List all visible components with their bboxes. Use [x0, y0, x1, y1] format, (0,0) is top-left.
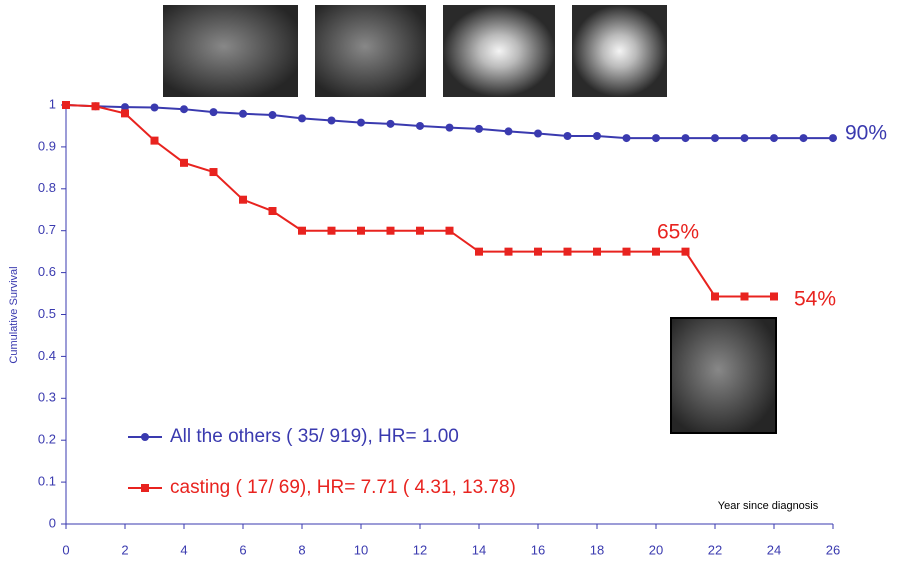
- x-tick-label: 12: [413, 542, 427, 557]
- marker: [622, 134, 631, 143]
- marker: [150, 103, 159, 112]
- marker: [327, 226, 336, 235]
- x-tick-label: 6: [239, 542, 246, 557]
- marker: [91, 102, 100, 111]
- y-tick-label: 0.4: [38, 348, 56, 363]
- marker: [416, 121, 424, 130]
- marker: [121, 109, 129, 118]
- x-tick-label: 2: [121, 542, 128, 557]
- y-tick-label: 0.8: [38, 180, 56, 195]
- marker: [357, 226, 365, 235]
- marker: [298, 114, 306, 123]
- marker: [268, 111, 277, 120]
- marker: [711, 292, 719, 301]
- marker: [180, 105, 188, 114]
- marker: [386, 119, 395, 128]
- y-tick-label: 0.6: [38, 264, 56, 279]
- marker: [711, 134, 719, 143]
- marker: [829, 134, 837, 143]
- marker: [209, 108, 218, 117]
- x-axis-label: Year since diagnosis: [718, 500, 819, 512]
- marker: [799, 134, 808, 143]
- marker: [180, 158, 188, 167]
- x-tick-label: 20: [649, 542, 663, 557]
- x-tick-label: 16: [531, 542, 545, 557]
- legend-marker: [141, 433, 149, 441]
- x-tick-label: 24: [767, 542, 781, 557]
- marker: [298, 226, 306, 235]
- x-tick-label: 14: [472, 542, 486, 557]
- marker: [475, 124, 483, 133]
- marker: [268, 207, 277, 216]
- marker: [357, 118, 365, 127]
- x-tick-label: 18: [590, 542, 604, 557]
- y-tick-label: 0.2: [38, 432, 56, 447]
- marker: [416, 226, 424, 235]
- marker: [386, 226, 395, 235]
- y-axis-label: Cumulative Survival: [8, 266, 20, 363]
- legend-label: casting ( 17/ 69), HR= 7.71 ( 4.31, 13.7…: [170, 477, 516, 498]
- y-tick-label: 0: [49, 515, 56, 530]
- series-line: [65, 104, 774, 298]
- marker: [593, 132, 601, 141]
- y-tick-label: 0.3: [38, 390, 56, 405]
- annotation: 54%: [794, 288, 836, 311]
- x-tick-label: 4: [180, 542, 187, 557]
- x-tick-label: 10: [354, 542, 368, 557]
- marker: [239, 195, 247, 204]
- marker: [563, 132, 572, 141]
- marker: [475, 247, 483, 256]
- marker: [504, 127, 513, 136]
- marker: [62, 101, 70, 109]
- y-tick-label: 0.5: [38, 306, 56, 321]
- marker: [770, 134, 778, 143]
- marker: [209, 168, 218, 177]
- image-thumb: [443, 5, 555, 97]
- annotation: 90%: [845, 122, 887, 145]
- marker: [563, 247, 572, 256]
- marker: [239, 109, 247, 118]
- marker: [740, 292, 749, 301]
- marker: [770, 292, 778, 301]
- y-tick-label: 0.7: [38, 222, 56, 237]
- marker: [534, 247, 542, 256]
- x-tick-label: 26: [826, 542, 840, 557]
- legend-label: All the others ( 35/ 919), HR= 1.00: [170, 426, 459, 447]
- annotation: 65%: [657, 221, 699, 244]
- legend-marker: [141, 484, 149, 492]
- x-tick-label: 0: [62, 542, 69, 557]
- marker: [534, 129, 542, 138]
- marker: [327, 116, 336, 125]
- image-inset: [670, 317, 777, 434]
- image-thumb: [163, 5, 298, 97]
- y-tick-label: 1: [49, 96, 56, 111]
- image-thumb: [315, 5, 426, 97]
- marker: [445, 226, 454, 235]
- y-tick-label: 0.1: [38, 474, 56, 489]
- x-tick-label: 8: [298, 542, 305, 557]
- marker: [150, 136, 159, 145]
- marker: [681, 134, 690, 143]
- image-thumb: [572, 5, 667, 97]
- y-tick-label: 0.9: [38, 138, 56, 153]
- marker: [652, 247, 660, 256]
- marker: [622, 247, 631, 256]
- marker: [504, 247, 513, 256]
- marker: [740, 134, 749, 143]
- marker: [445, 123, 454, 132]
- marker: [681, 247, 690, 256]
- x-tick-label: 22: [708, 542, 722, 557]
- marker: [593, 247, 601, 256]
- marker: [121, 103, 129, 112]
- marker: [652, 134, 660, 143]
